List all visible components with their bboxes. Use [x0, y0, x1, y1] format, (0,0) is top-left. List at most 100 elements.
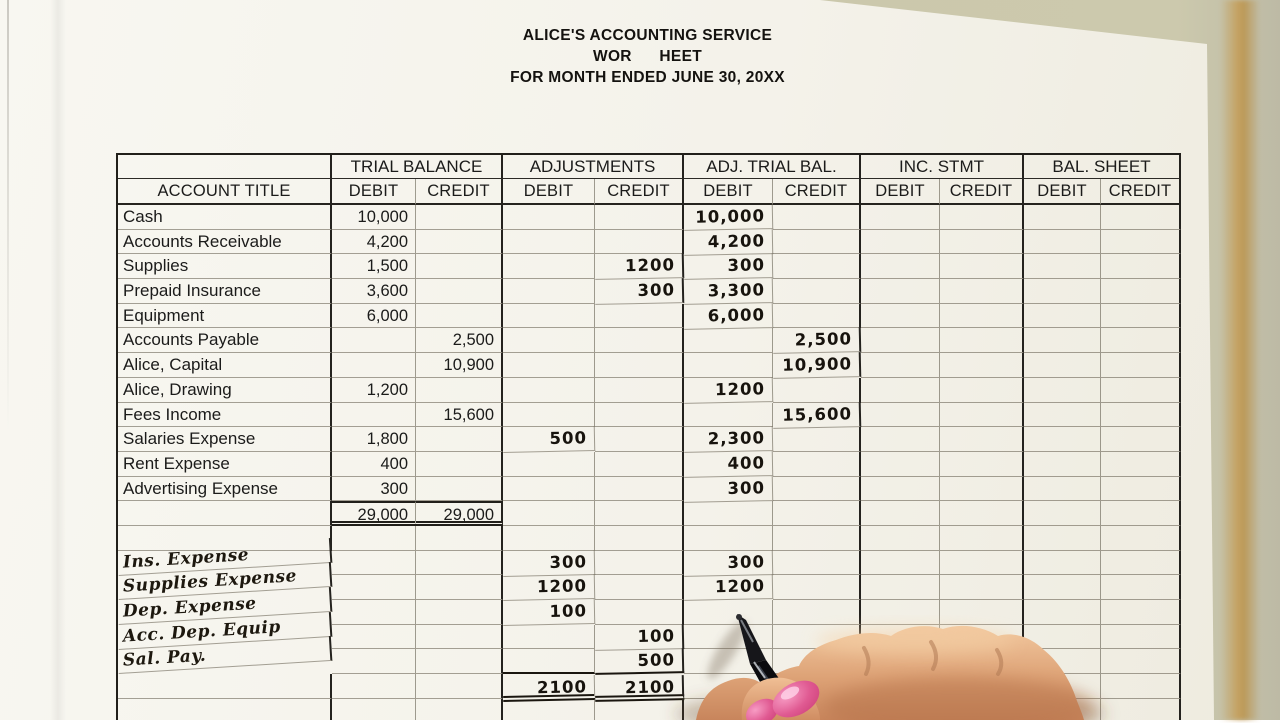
atb-debit-cell: 3,300: [683, 278, 774, 305]
tb-credit-cell: [416, 303, 503, 329]
tb-debit-cell: [332, 525, 416, 551]
tb-debit-cell: 3,600: [332, 279, 416, 304]
atb-debit-cell: 300: [683, 253, 774, 280]
adj-debit-cell: [503, 205, 595, 230]
atb-debit-cell: 6,000: [683, 302, 774, 330]
atb-debit-cell: 4,200: [683, 228, 774, 256]
bs-debit-cell: [1024, 451, 1101, 477]
adj-credit-cell: [595, 402, 684, 428]
bs-credit-cell: [1101, 205, 1181, 230]
atb-debit-cell: [684, 501, 773, 526]
worksheet-row: Accounts Payable 2,500 2,500: [118, 327, 1181, 355]
tb-credit-cell: [416, 254, 503, 280]
is-credit-cell: [940, 476, 1024, 502]
atb-credit-cell: 2,500: [772, 327, 862, 355]
worksheet-row: Cash 10,000 10,000: [118, 204, 1181, 231]
subheader-debit: DEBIT: [861, 179, 940, 205]
adj-debit-cell: [503, 353, 595, 378]
bs-credit-cell: [1101, 550, 1181, 576]
tb-debit-cell: [332, 600, 416, 625]
atb-debit-cell: [684, 402, 773, 428]
tb-debit-cell: [332, 328, 416, 354]
tb-debit-cell: 1,500: [332, 254, 416, 280]
atb-debit-cell: 300: [683, 475, 774, 503]
is-debit-cell: [861, 254, 940, 280]
tb-debit-cell: [332, 649, 416, 675]
atb-debit-cell: [684, 328, 773, 354]
bs-debit-cell: [1024, 427, 1101, 452]
bs-credit-cell: [1101, 303, 1181, 329]
adj-credit-cell: [595, 328, 684, 354]
worksheet-row: Advertising Expense 300 300: [118, 475, 1181, 503]
company-name: ALICE'S ACCOUNTING SERVICE: [522, 27, 773, 44]
tb-debit-cell: 1,200: [332, 377, 416, 403]
adj-credit-cell: [595, 377, 684, 403]
tb-debit-cell: [332, 624, 416, 650]
worksheet-title-block: ALICE'S ACCOUNTING SERVICE WOR HEET FOR …: [116, 25, 1179, 88]
bs-credit-cell: [1101, 575, 1181, 600]
tb-credit-cell: [416, 550, 503, 576]
atb-debit-cell: 300: [683, 549, 774, 577]
bs-credit-cell: [1101, 402, 1181, 428]
atb-credit-cell: [773, 674, 861, 699]
adj-credit-cell: [595, 451, 684, 477]
is-credit-cell: [940, 674, 1024, 699]
atb-credit-cell: [773, 205, 861, 230]
bs-debit-cell: [1024, 254, 1101, 280]
is-credit-cell: [940, 600, 1024, 625]
worksheet-label: WOR HEET: [593, 48, 702, 65]
is-credit-cell: [940, 328, 1024, 354]
bs-debit-cell: [1024, 205, 1101, 230]
tb-debit-cell: 300: [332, 476, 416, 502]
is-debit-cell: [861, 600, 940, 625]
account-title-cell: Fees Income: [118, 402, 332, 428]
atb-credit-cell: [773, 525, 861, 551]
tb-debit-cell: [332, 353, 416, 378]
account-title-cell: Cash: [118, 205, 332, 230]
is-debit-cell: [861, 427, 940, 452]
bs-credit-cell: [1101, 624, 1181, 650]
is-credit-cell: [940, 402, 1024, 428]
is-credit-cell: [940, 525, 1024, 551]
tb-debit-cell: [332, 674, 416, 699]
adj-credit-cell: [595, 303, 684, 329]
account-title-cell: Salaries Expense: [118, 427, 332, 452]
tb-credit-cell: 29,000: [416, 501, 503, 526]
adj-credit-cell: 300: [594, 278, 685, 305]
is-debit-cell: [861, 402, 940, 428]
adj-debit-cell: [503, 451, 595, 477]
worksheet-row: Sal. Pay. 500: [117, 636, 1181, 675]
is-debit-cell: [861, 328, 940, 354]
atb-debit-cell: [684, 698, 773, 720]
bs-credit-cell: [1101, 254, 1181, 280]
worksheet-row: Supplies 1,500 1200 300: [118, 253, 1181, 280]
tb-debit-cell: [332, 575, 416, 600]
worksheet-row: Rent Expense 400 400: [118, 450, 1181, 478]
tb-credit-cell: [416, 476, 503, 502]
subheader-credit: CREDIT: [1101, 179, 1181, 205]
bs-credit-cell: [1101, 328, 1181, 354]
tb-debit-cell: 1,800: [332, 427, 416, 452]
subheader-credit: CREDIT: [416, 179, 503, 205]
is-credit-cell: [940, 698, 1024, 720]
account-title-cell: Equipment: [118, 303, 332, 329]
desk-wood-stripe: [1220, 0, 1260, 720]
subheader-credit: CREDIT: [773, 179, 861, 205]
tb-credit-cell: [416, 427, 503, 452]
is-credit-cell: [940, 377, 1024, 403]
atb-credit-cell: [773, 303, 861, 329]
bs-credit-cell: [1101, 229, 1181, 255]
paper-fold-shadow: [50, 0, 66, 720]
tb-debit-cell: [332, 550, 416, 576]
bs-debit-cell: [1024, 279, 1101, 304]
bs-credit-cell: [1101, 649, 1181, 675]
bs-credit-cell: [1101, 501, 1181, 526]
atb-credit-cell: [773, 649, 861, 675]
atb-credit-cell: [773, 377, 861, 403]
worksheet-row: 2100 2100: [118, 674, 1181, 702]
is-debit-cell: [861, 353, 940, 378]
bs-credit-cell: [1101, 476, 1181, 502]
account-title-cell: Advertising Expense: [118, 476, 332, 502]
worksheet-row: Fees Income 15,600 15,600: [118, 401, 1181, 429]
adj-debit-cell: 100: [502, 599, 596, 626]
